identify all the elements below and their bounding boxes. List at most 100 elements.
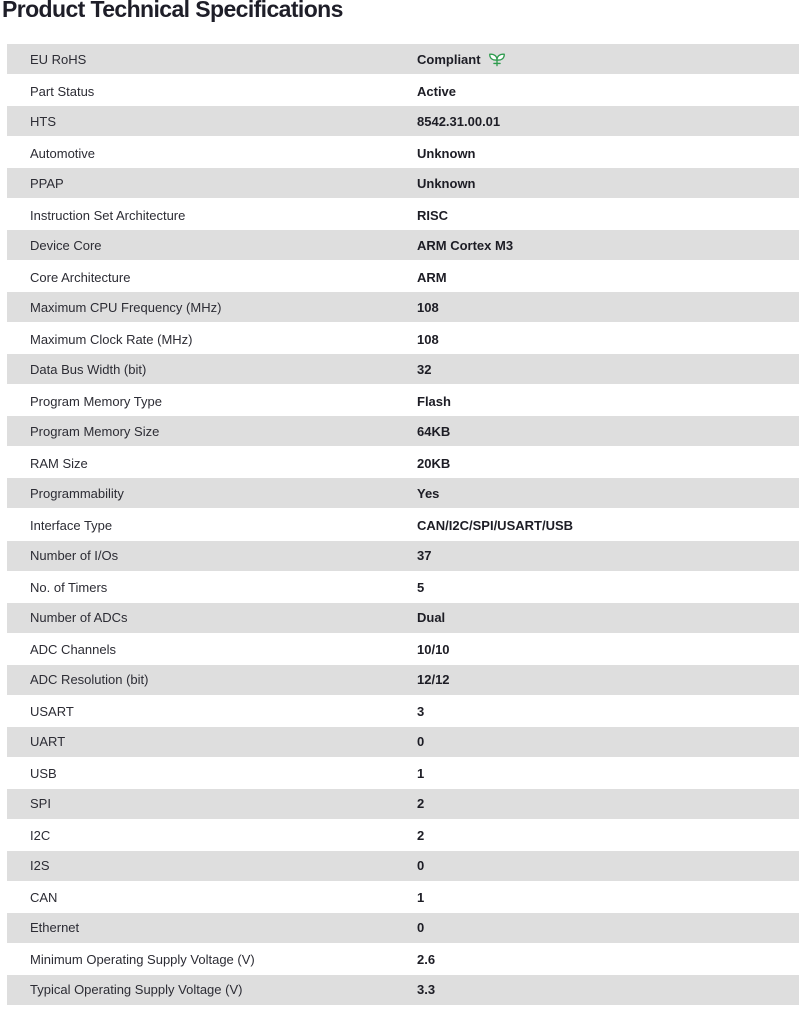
spec-value-text: Flash [417,393,451,409]
spec-value: ARM Cortex M3 [417,238,513,253]
spec-label: USART [30,704,74,720]
spec-value: 20KB [417,456,450,471]
spec-value: Active [417,84,456,99]
spec-value-text: 2.6 [417,952,436,968]
leaf-icon[interactable] [488,52,506,67]
spec-row: UART 0 [7,726,799,759]
spec-value: 2 [417,828,424,843]
spec-value: 1 [417,766,424,781]
spec-label: HTS [30,113,56,129]
spec-value: 5 [417,580,424,595]
spec-value-text: 20KB [417,455,451,471]
spec-value-text: 2 [417,828,425,844]
spec-value-text: Unknown [417,145,476,161]
spec-value-text: CAN/I2C/SPI/USART/USB [417,517,574,533]
spec-value-text: 12/12 [417,672,450,688]
spec-row: Automotive Unknown [7,138,799,168]
spec-value: 108 [417,300,439,315]
spec-value-text: Active [417,83,457,99]
spec-row: Part Status Active [7,76,799,106]
spec-row: Data Bus Width (bit) 32 [7,354,799,387]
spec-value: 32 [417,362,431,377]
spec-row: Program Memory Size 64KB [7,416,799,449]
spec-label: ADC Channels [30,642,116,658]
spec-row: SPI 2 [7,788,799,821]
spec-value-text: 0 [417,920,425,936]
spec-value: 3.3 [417,982,435,997]
spec-value: 0 [417,858,424,873]
spec-value-text: 8542.31.00.01 [417,113,501,129]
spec-label: Maximum CPU Frequency (MHz) [30,299,222,315]
spec-row: Minimum Operating Supply Voltage (V) 2.6 [7,945,799,975]
spec-row: Program Memory Type Flash [7,386,799,416]
spec-label: Instruction Set Architecture [30,207,186,223]
spec-label: I2S [30,858,50,874]
page-title: Product Technical Specifications [2,0,343,22]
spec-label: Number of ADCs [30,610,128,626]
spec-label: Core Architecture [30,269,131,285]
spec-label: Maximum Clock Rate (MHz) [30,331,193,347]
spec-label: CAN [30,890,58,906]
spec-label: RAM Size [30,455,88,471]
spec-row: I2S 0 [7,850,799,883]
spec-label: Interface Type [30,517,113,533]
spec-value: 10/10 [417,642,450,657]
spec-label: SPI [30,796,51,812]
spec-value: 12/12 [417,672,450,687]
spec-value-text: ARM Cortex M3 [417,237,514,253]
spec-row: HTS 8542.31.00.01 [7,106,799,139]
spec-value-text: 2 [417,796,425,812]
spec-label: PPAP [30,175,64,191]
spec-label: Programmability [30,485,124,501]
spec-row: I2C 2 [7,821,799,851]
spec-value-text: 0 [417,734,425,750]
spec-value: Unknown [417,146,476,161]
spec-value: 64KB [417,424,450,439]
spec-value-text: Yes [417,485,440,501]
spec-value: Yes [417,486,439,501]
spec-row: Maximum Clock Rate (MHz) 108 [7,324,799,354]
spec-row: Programmability Yes [7,478,799,511]
spec-row: USB 1 [7,759,799,789]
spec-value-text: 3 [417,704,425,720]
spec-row: Number of I/Os 37 [7,540,799,573]
spec-row: ADC Channels 10/10 [7,635,799,665]
spec-value-text: 1 [417,766,425,782]
spec-value: 2 [417,796,424,811]
spec-row: Ethernet 0 [7,912,799,945]
spec-value-text: Unknown [417,175,476,191]
spec-value: 108 [417,332,439,347]
spec-label: Automotive [30,145,96,161]
spec-row: PPAP Unknown [7,168,799,201]
spec-value-text: 5 [417,580,425,596]
spec-label: ADC Resolution (bit) [30,672,149,688]
spec-value: 0 [417,920,424,935]
spec-value-text: 1 [417,890,425,906]
spec-row: Instruction Set Architecture RISC [7,200,799,230]
spec-row: Device Core ARM Cortex M3 [7,230,799,263]
spec-value-text: 0 [417,858,425,874]
spec-row: ADC Resolution (bit) 12/12 [7,664,799,697]
spec-value: RISC [417,208,448,223]
spec-row: EU RoHS Compliant [7,44,799,77]
spec-value: 37 [417,548,431,563]
spec-value: 8542.31.00.01 [417,114,500,129]
spec-value-text: 10/10 [417,642,450,658]
spec-row: Core Architecture ARM [7,262,799,292]
spec-value-text: 64KB [417,423,451,439]
spec-label: Program Memory Size [30,423,160,439]
spec-row: Number of ADCs Dual [7,602,799,635]
spec-value-text: 37 [417,548,432,564]
spec-value-text: Dual [417,610,446,626]
spec-value-text: Compliant [417,51,481,67]
spec-label: Part Status [30,83,95,99]
spec-row: CAN 1 [7,883,799,913]
spec-label: Minimum Operating Supply Voltage (V) [30,952,255,968]
spec-value: ARM [417,270,447,285]
spec-row: No. of Timers 5 [7,573,799,603]
spec-value-text: 3.3 [417,982,436,998]
spec-value: 0 [417,734,424,749]
spec-row: Interface Type CAN/I2C/SPI/USART/USB [7,510,799,540]
spec-label: UART [30,734,66,750]
spec-label: Typical Operating Supply Voltage (V) [30,982,243,998]
